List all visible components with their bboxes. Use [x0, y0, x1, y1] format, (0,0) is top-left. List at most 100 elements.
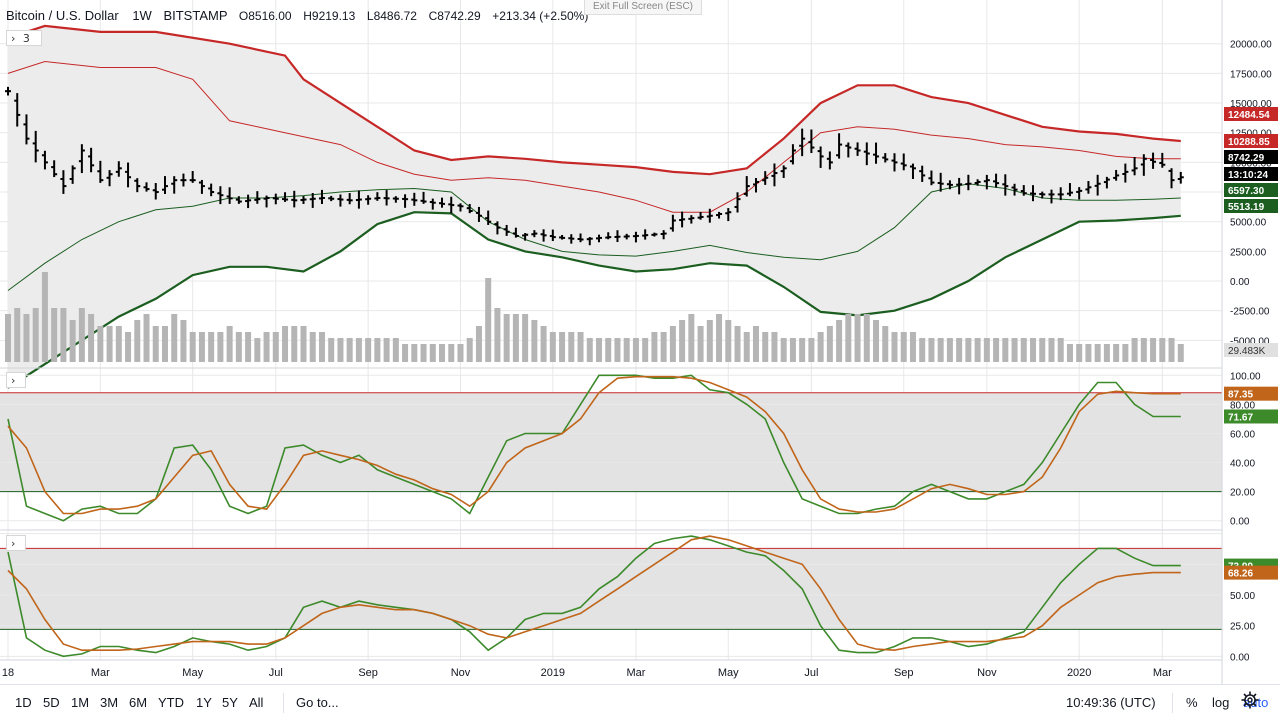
volume-bar: [161, 326, 168, 362]
upper-band-inner: [7, 60, 1181, 213]
range-5y-button[interactable]: 5Y: [222, 695, 238, 710]
oscillator-d-line-1: [7, 375, 1181, 515]
range-1y-button[interactable]: 1Y: [196, 695, 212, 710]
price-bar: [14, 93, 21, 127]
volume-bar: [1030, 338, 1037, 362]
price-label-bg: [1224, 150, 1278, 164]
price-bar: [928, 170, 935, 186]
volume-bar: [152, 326, 159, 362]
volume-bar: [69, 320, 76, 362]
symbol-name[interactable]: Bitcoin / U.S. Dollar: [6, 8, 119, 23]
band-fill: [8, 25, 1181, 388]
volume-bar: [512, 314, 519, 362]
lower-band-inner: [7, 183, 1181, 291]
price-bar: [983, 174, 990, 190]
range-1m-button[interactable]: 1M: [71, 695, 90, 710]
log-scale-button[interactable]: log: [1212, 695, 1230, 710]
volume-bar: [937, 338, 944, 362]
x-tick-label: Sep: [894, 667, 914, 679]
price-bar: [337, 194, 344, 207]
pane3-collapse-button[interactable]: ›: [6, 535, 26, 551]
volume-bar: [41, 272, 48, 362]
volume-bar: [171, 314, 178, 362]
volume-bar: [355, 338, 362, 362]
chart-canvas[interactable]: 20000.0017500.0015000.0012500.0010000.00…: [0, 0, 1280, 684]
volume-bar: [642, 338, 649, 362]
settings-gear-icon[interactable]: [1240, 690, 1260, 710]
pane2-collapse-button[interactable]: ›: [6, 372, 26, 388]
volume-bar: [263, 332, 270, 362]
price-bar: [1122, 163, 1129, 183]
price-bar: [697, 211, 704, 220]
price-bar: [318, 189, 325, 205]
x-tick-label: Mar: [91, 667, 110, 679]
price-bar: [1103, 176, 1110, 189]
clock-display[interactable]: 10:49:36 (UTC): [1066, 695, 1156, 710]
range-6m-button[interactable]: 6M: [129, 695, 148, 710]
range-1d-button[interactable]: 1D: [15, 695, 32, 710]
volume-bar: [383, 338, 390, 362]
volume-bar: [817, 332, 824, 362]
volume-bar: [466, 338, 473, 362]
volume-bar: [282, 326, 289, 362]
volume-bar: [1057, 338, 1064, 362]
price-bar: [752, 178, 759, 193]
volume-bar: [873, 320, 880, 362]
range-ytd-button[interactable]: YTD: [158, 695, 184, 710]
price-bar: [651, 232, 658, 237]
price-bar: [235, 196, 242, 204]
price-bar: [1020, 185, 1027, 196]
volume-bar: [974, 338, 981, 362]
volume-bar: [531, 320, 538, 362]
volume-bar: [411, 344, 418, 362]
volume-bar: [577, 332, 584, 362]
x-tick-label: Nov: [977, 667, 997, 679]
price-bar: [586, 237, 593, 246]
price-bar: [88, 147, 95, 173]
volume-bar: [365, 338, 372, 362]
price-bar: [1113, 169, 1120, 181]
indicators-toggle-button[interactable]: › 3: [6, 30, 42, 46]
chevron-right-icon: ›: [11, 537, 16, 550]
oscillator-value-label: 87.35: [1228, 390, 1253, 401]
volume-bar: [993, 338, 1000, 362]
price-bar: [78, 144, 85, 174]
price-bar: [134, 178, 141, 193]
price-bar: [346, 193, 353, 205]
range-3m-button[interactable]: 3M: [100, 695, 119, 710]
price-bar: [245, 194, 252, 209]
x-tick-label: Jul: [804, 667, 818, 679]
oscillator-k-line-1: [7, 374, 1181, 522]
exit-fullscreen-button[interactable]: Exit Full Screen (ESC): [584, 0, 702, 15]
volume-bar: [1177, 344, 1184, 362]
chevron-right-icon: ›: [11, 32, 16, 45]
oscillator-value-label-bg: [1224, 409, 1278, 424]
volume-bar: [614, 338, 621, 362]
range-5d-button[interactable]: 5D: [43, 695, 60, 710]
x-tick-label: 2019: [541, 667, 565, 679]
price-bar: [171, 176, 178, 194]
price-bar: [780, 165, 787, 178]
interval-label[interactable]: 1W: [132, 8, 152, 23]
price-bar: [392, 196, 399, 203]
price-bar: [882, 153, 889, 163]
price-bar: [1159, 152, 1166, 168]
range-all-button[interactable]: All: [249, 695, 264, 710]
volume-bar: [189, 332, 196, 362]
volume-bar: [799, 338, 806, 362]
volume-bar: [97, 326, 104, 362]
volume-bar: [235, 332, 242, 362]
volume-bar: [1122, 344, 1129, 362]
y-tick-label: 50.00: [1230, 591, 1255, 602]
goto-date-button[interactable]: Go to...: [296, 695, 339, 710]
price-bar: [946, 180, 953, 190]
price-label: 13:10:24: [1228, 170, 1268, 181]
price-bar: [494, 221, 501, 235]
volume-bar: [439, 344, 446, 362]
percent-scale-button[interactable]: %: [1186, 695, 1198, 710]
volume-bar: [23, 314, 30, 362]
y-tick-label: -2500.00: [1230, 307, 1270, 318]
price-bar: [125, 162, 132, 188]
price-bar: [1066, 183, 1073, 197]
price-bar: [762, 171, 769, 185]
